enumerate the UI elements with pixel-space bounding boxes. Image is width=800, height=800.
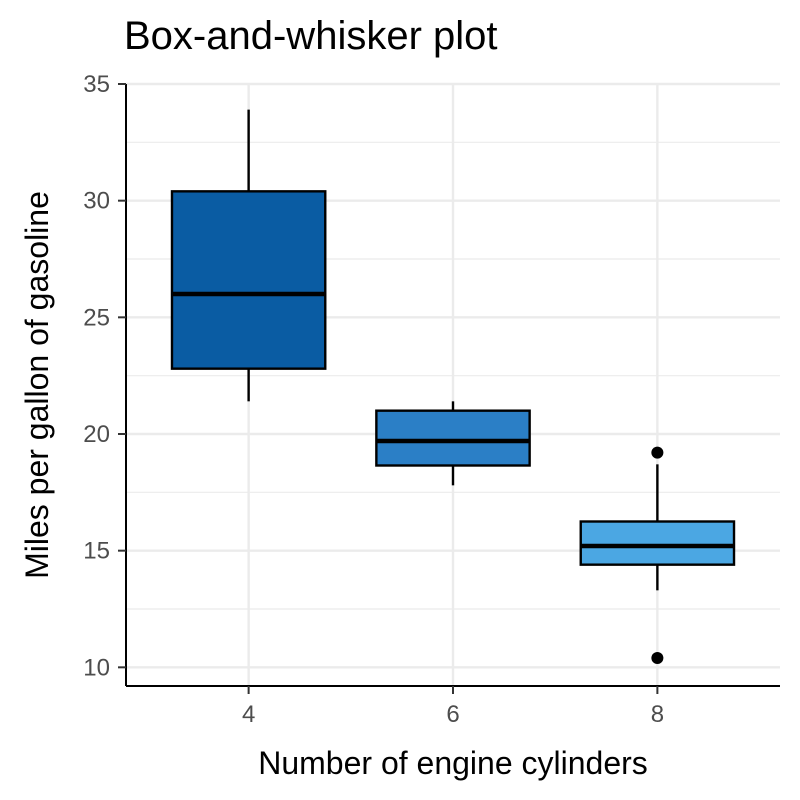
x-axis-title: Number of engine cylinders (258, 745, 648, 781)
box-group-4 (170, 109, 327, 402)
ticks-layer: 10 15 20 25 30 35 4 6 8 (83, 71, 664, 728)
x-tick-label: 4 (242, 701, 255, 728)
box-group-8 (579, 446, 736, 664)
chart-title: Box-and-whisker plot (124, 14, 498, 58)
box-iqr (170, 190, 327, 370)
y-tick-label: 25 (83, 304, 110, 331)
x-tick-label: 8 (651, 701, 664, 728)
box-iqr (375, 409, 531, 467)
x-tick-label: 6 (446, 701, 459, 728)
boxes-layer (170, 109, 736, 664)
y-axis-title: Miles per gallon of gasoline (19, 191, 55, 579)
y-tick-label: 30 (83, 188, 110, 215)
grid-layer (126, 82, 780, 686)
y-tick-label: 15 (83, 538, 110, 565)
y-tick-label: 35 (83, 71, 110, 98)
box-iqr (579, 520, 736, 566)
box-group-6 (375, 401, 531, 486)
y-tick-label: 20 (83, 421, 110, 448)
outlier-point (651, 446, 664, 459)
outlier-point (651, 652, 664, 664)
y-tick-label: 10 (83, 654, 110, 681)
